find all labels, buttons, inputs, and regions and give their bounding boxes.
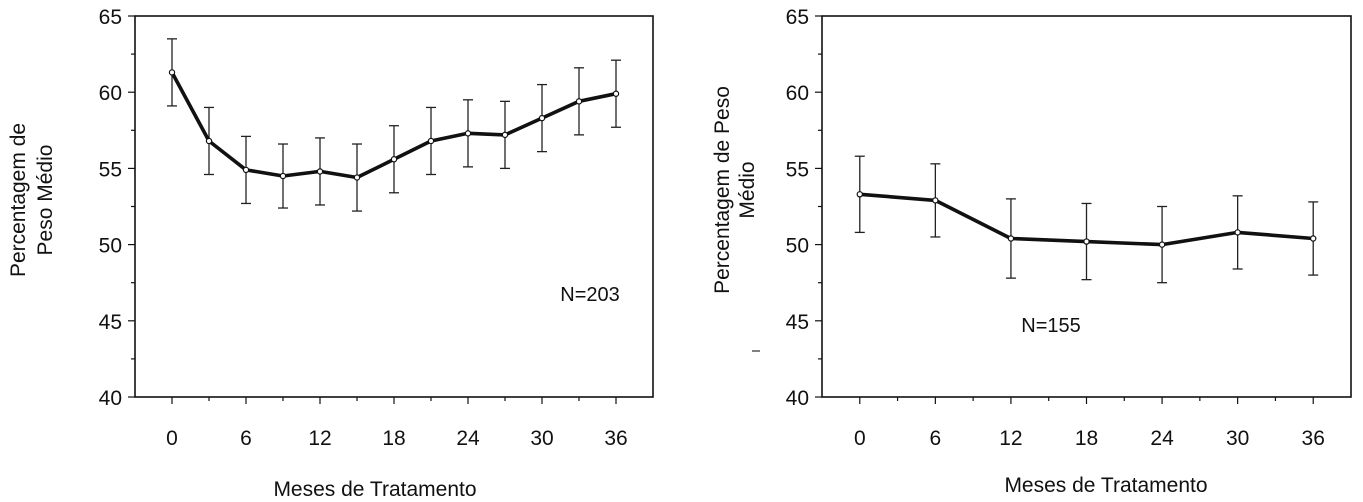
x-tick-label: 30: [530, 427, 553, 450]
data-point: [168, 69, 176, 76]
y-tick-label: 60: [99, 82, 122, 105]
x-tick-label: 0: [166, 427, 178, 450]
y-tick-label: 50: [99, 235, 122, 258]
y-tick-label: 60: [786, 82, 809, 105]
y-tick-label: 50: [786, 235, 809, 258]
data-point: [932, 197, 939, 204]
data-point: [316, 168, 324, 175]
x-tick-label: 24: [456, 427, 480, 450]
x-axis-label: Meses de Tratamento: [1004, 474, 1207, 497]
sample-size-annotation: N=203: [560, 284, 620, 306]
data-point: [390, 156, 398, 163]
data-point: [856, 191, 863, 198]
y-tick-label: 40: [786, 387, 809, 410]
y-tick-label: 65: [99, 6, 122, 29]
data-point: [464, 130, 472, 137]
data-point: [242, 166, 250, 174]
x-tick-label: 24: [1150, 427, 1174, 450]
sample-size-annotation: N=155: [1021, 315, 1081, 337]
data-point: [205, 137, 213, 145]
data-point: [353, 174, 361, 181]
plot-frame: [134, 15, 654, 398]
chart-weight-n155: 40 45 50 55 60 65 0 6 12 18 24 30 36 N=155 Meses de Tr…: [711, 6, 1352, 497]
y-axis-label: Médio: [736, 161, 759, 218]
x-tick-label: 12: [308, 427, 331, 450]
y-tick-label: 55: [786, 158, 809, 181]
x-tick-label: 18: [382, 427, 405, 450]
data-point: [427, 137, 435, 145]
x-tick-label: 18: [1075, 427, 1098, 450]
y-tick-label: 45: [786, 311, 809, 334]
x-tick-label: 6: [930, 427, 942, 450]
y-tick-label: 45: [99, 311, 122, 334]
data-point: [1310, 235, 1317, 242]
data-point: [1007, 235, 1015, 242]
chart-weight-n203: 40 45 50 55 60 65 0 6 12 18 24 30 36 N=203 Meses de Tr…: [7, 6, 654, 501]
y-tick-label: 55: [99, 158, 122, 181]
y-tick-label: 40: [99, 387, 122, 410]
y-axis-label: Percentagem de Peso: [711, 86, 734, 294]
data-point: [501, 131, 509, 139]
y-tick-label: 65: [786, 6, 809, 29]
data-point: [612, 90, 620, 97]
data-point: [1083, 238, 1090, 245]
x-tick-label: 36: [1302, 427, 1325, 450]
x-tick-label: 0: [854, 427, 866, 450]
y-axis-label: Peso Médio: [34, 145, 57, 256]
x-axis-label: Meses de Tratamento: [273, 478, 476, 501]
x-tick-label: 36: [604, 427, 627, 450]
data-point: [538, 114, 546, 122]
x-tick-label: 30: [1226, 427, 1249, 450]
data-point: [575, 98, 583, 105]
x-tick-label: 6: [240, 427, 252, 450]
data-point: [1234, 229, 1241, 236]
data-point: [279, 172, 287, 180]
y-axis-label: Percentagem de: [7, 123, 30, 277]
data-point: [1158, 241, 1166, 248]
x-tick-label: 12: [999, 427, 1022, 450]
